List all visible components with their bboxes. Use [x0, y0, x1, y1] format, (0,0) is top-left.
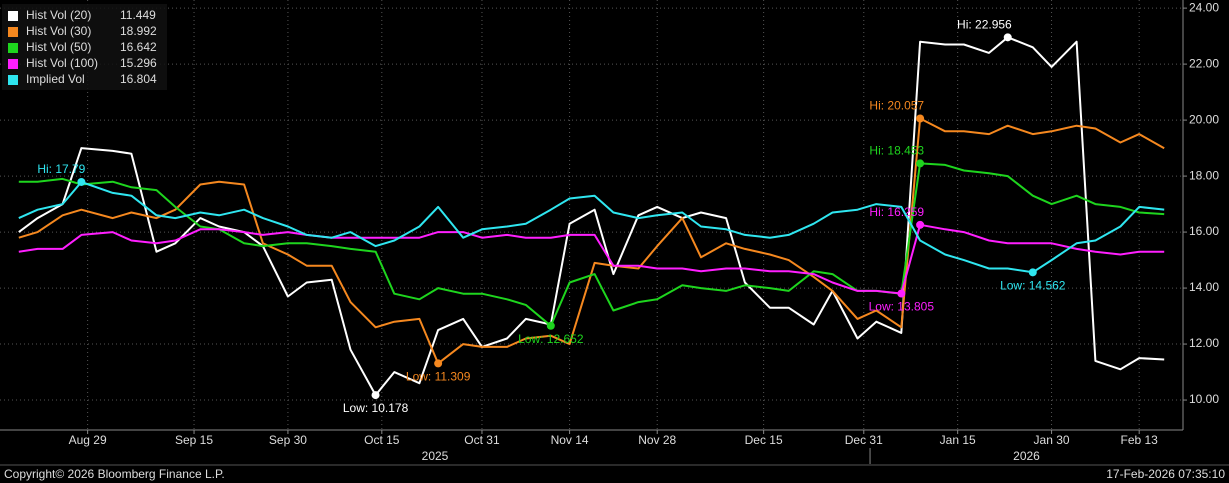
extreme-label: Hi: 22.956	[957, 18, 1012, 32]
legend-value: 16.642	[120, 40, 157, 54]
y-tick-label: 20.00	[1189, 112, 1219, 126]
extreme-marker	[77, 177, 86, 186]
extreme-label: Low: 11.309	[406, 370, 471, 384]
legend-swatch	[8, 27, 18, 37]
legend-value: 16.804	[120, 72, 157, 86]
legend-value: 15.296	[120, 56, 157, 70]
legend-value: 18.992	[120, 24, 157, 38]
extreme-label: Low: 14.562	[1000, 279, 1066, 293]
y-tick-label: 12.00	[1189, 336, 1219, 350]
legend-value: 11.449	[120, 8, 156, 22]
extreme-marker	[916, 114, 925, 123]
series-line	[18, 36, 1165, 397]
legend-swatch	[8, 59, 18, 69]
x-tick-label: Dec 31	[845, 433, 883, 447]
x-tick-label: Nov 28	[638, 433, 676, 447]
y-tick-label: 22.00	[1189, 56, 1219, 70]
y-tick-label: 10.00	[1189, 392, 1219, 406]
y-tick-label: 14.00	[1189, 280, 1219, 294]
x-tick-label: Jan 30	[1034, 433, 1070, 447]
x-tick-label: Jan 15	[940, 433, 976, 447]
extreme-marker	[1003, 33, 1012, 42]
legend-swatch	[8, 43, 18, 53]
year-label: 2025	[422, 449, 449, 463]
series-line	[18, 117, 1165, 365]
legend-label: Implied Vol	[26, 72, 85, 86]
y-tick-label: 24.00	[1189, 0, 1219, 14]
x-tick-label: Oct 31	[464, 433, 500, 447]
legend-label: Hist Vol (100)	[26, 56, 98, 70]
extreme-label: Hi: 16.259	[869, 205, 924, 219]
y-tick-label: 16.00	[1189, 224, 1219, 238]
legend-label: Hist Vol (20)	[26, 8, 91, 22]
extreme-label: Low: 12.652	[518, 332, 584, 346]
x-tick-label: Sep 15	[175, 433, 213, 447]
legend-swatch	[8, 11, 18, 21]
extreme-label: Hi: 20.057	[869, 99, 924, 113]
legend-swatch	[8, 75, 18, 85]
legend-label: Hist Vol (30)	[26, 24, 91, 38]
extreme-marker	[897, 289, 906, 298]
extreme-marker	[546, 321, 555, 330]
year-label: 2026	[1013, 449, 1040, 463]
series-line	[18, 223, 1165, 295]
extreme-label: Low: 13.805	[869, 300, 935, 314]
extreme-marker	[434, 359, 443, 368]
extreme-label: Hi: 17.79	[37, 162, 85, 176]
x-tick-label: Nov 14	[551, 433, 589, 447]
x-tick-label: Aug 29	[69, 433, 107, 447]
legend-background	[2, 4, 167, 90]
legend-label: Hist Vol (50)	[26, 40, 91, 54]
y-tick-label: 18.00	[1189, 168, 1219, 182]
extreme-marker	[916, 220, 925, 229]
x-tick-label: Sep 30	[269, 433, 307, 447]
extreme-marker	[916, 159, 925, 168]
timestamp: 17-Feb-2026 07:35:10	[1106, 467, 1225, 481]
extreme-label: Hi: 18.453	[869, 144, 924, 158]
legend: Hist Vol (20) 11.449 Hist Vol (30) 18.992 Hi…	[2, 4, 167, 90]
copyright: Copyright© 2026 Bloomberg Finance L.P.	[4, 467, 225, 481]
extreme-marker	[1028, 268, 1037, 277]
series-line	[18, 181, 1165, 274]
x-tick-label: Feb 13	[1121, 433, 1159, 447]
extreme-marker	[371, 391, 380, 400]
x-tick-label: Dec 15	[745, 433, 783, 447]
extreme-label: Low: 10.178	[343, 401, 409, 415]
x-tick-label: Oct 15	[364, 433, 400, 447]
